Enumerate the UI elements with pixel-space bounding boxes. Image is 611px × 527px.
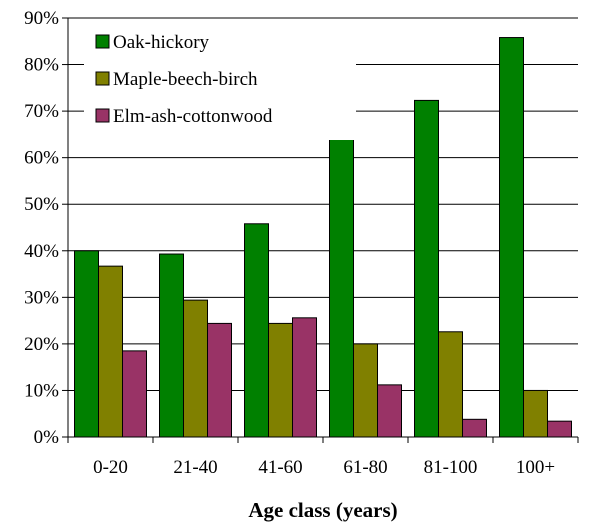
legend-label: Oak-hickory	[113, 32, 210, 53]
y-tick-label: 70%	[24, 101, 59, 122]
y-tick-label: 0%	[34, 427, 60, 448]
y-tick-label: 20%	[24, 334, 59, 355]
bars	[74, 37, 572, 438]
y-tick-label: 60%	[24, 148, 59, 169]
bar-oak-hickory-0-20	[74, 250, 99, 438]
x-tick-label: 100+	[516, 457, 555, 478]
x-tick-label: 21-40	[173, 457, 217, 478]
bar-maple-beech-birch-61-80	[353, 343, 378, 438]
bar-maple-beech-birch-100+	[523, 389, 548, 438]
x-tick-label: 41-60	[258, 457, 302, 478]
bar-elm-ash-cottonwood-100+	[547, 420, 572, 438]
axes	[62, 17, 579, 443]
bar-maple-beech-birch-21-40	[183, 299, 208, 438]
y-tick-label: 50%	[24, 194, 59, 215]
bar-oak-hickory-61-80	[329, 133, 354, 438]
bar-elm-ash-cottonwood-21-40	[207, 322, 232, 438]
y-tick-label: 10%	[24, 380, 59, 401]
bar-maple-beech-birch-81-100	[438, 331, 463, 438]
x-axis-title: Age class (years)	[248, 498, 397, 522]
bar-oak-hickory-41-60	[244, 223, 269, 438]
x-tick-label: 61-80	[343, 457, 387, 478]
bar-elm-ash-cottonwood-0-20	[122, 350, 147, 438]
x-tick-label: 81-100	[424, 457, 478, 478]
bar-elm-ash-cottonwood-41-60	[292, 317, 317, 438]
x-tick-label: 0-20	[93, 457, 128, 478]
legend-label: Maple-beech-birch	[113, 69, 258, 90]
bar-oak-hickory-21-40	[159, 253, 184, 438]
legend-swatch	[95, 71, 110, 86]
y-tick-label: 90%	[24, 8, 59, 29]
bar-oak-hickory-100+	[499, 37, 524, 438]
bar-maple-beech-birch-41-60	[268, 322, 293, 438]
bar-elm-ash-cottonwood-81-100	[462, 418, 487, 438]
y-tick-label: 80%	[24, 55, 59, 76]
y-tick-label: 40%	[24, 241, 59, 262]
bar-oak-hickory-81-100	[414, 99, 439, 438]
bar-elm-ash-cottonwood-61-80	[377, 384, 402, 438]
legend-background	[84, 26, 356, 140]
legend-label: Elm-ash-cottonwood	[113, 106, 273, 127]
x-tick-labels: 0-20 21-40 41-60 61-80 81-100 100+	[93, 457, 555, 478]
y-tick-label: 30%	[24, 287, 59, 308]
y-tick-labels: 0% 10% 20% 30% 40% 50% 60% 70% 80% 90%	[24, 8, 59, 448]
bar-maple-beech-birch-0-20	[98, 265, 123, 438]
legend-swatch	[95, 108, 110, 123]
legend: Oak-hickory Maple-beech-birch Elm-ash-cott…	[84, 26, 356, 140]
legend-swatch	[95, 34, 110, 49]
